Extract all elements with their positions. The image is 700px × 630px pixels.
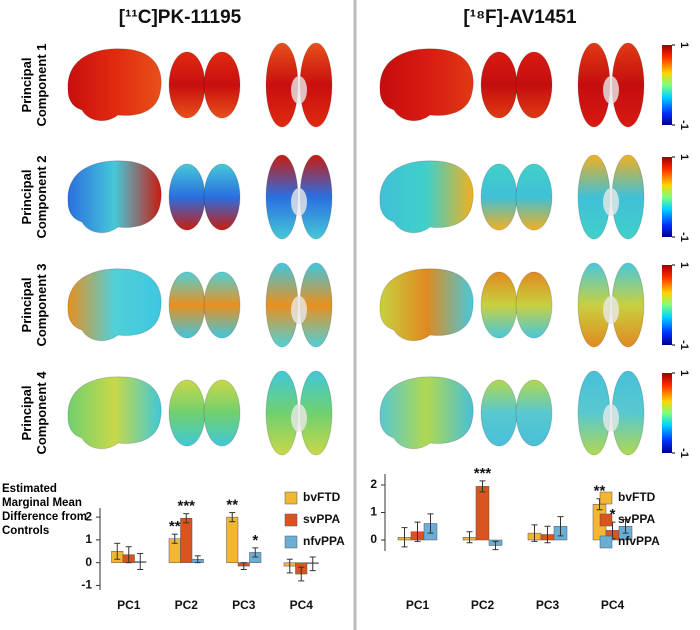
significance: *** [177, 498, 195, 515]
row-label: Principal Component 4 [19, 371, 49, 455]
brain-midline [291, 404, 307, 432]
panel-title: [¹¹C]PK-11195 [119, 7, 242, 28]
colorbar [662, 157, 672, 237]
colorbar-tick-label: 1 [678, 154, 690, 160]
significance: * [610, 506, 616, 523]
row-label: Principal Component 3 [19, 263, 49, 347]
y-tick-label: 0 [85, 555, 92, 569]
brain-lateral [67, 160, 162, 234]
row-label: Principal Component 1 [19, 43, 49, 127]
brain-lateral [379, 268, 474, 342]
legend-label: svPPA [618, 512, 655, 526]
brain-midline [603, 76, 619, 104]
brain-lateral [379, 48, 474, 122]
colorbar [662, 45, 672, 125]
brain-front-left [168, 163, 206, 231]
legend-swatch [599, 491, 613, 505]
y-tick-label: 1 [85, 532, 92, 546]
x-tick-label: PC3 [232, 598, 256, 612]
colorbar [662, 265, 672, 345]
legend-label: nfvPPA [618, 534, 660, 548]
significance: ** [169, 518, 181, 535]
x-tick-label: PC1 [406, 598, 430, 612]
colorbar-tick-label: 1 [678, 370, 690, 376]
legend-swatch [284, 513, 298, 527]
x-tick-label: PC4 [601, 598, 625, 612]
significance: *** [474, 465, 492, 482]
colorbar-tick-label: -1 [678, 448, 690, 458]
brain-midline [291, 76, 307, 104]
y-tick-label: 0 [370, 532, 377, 546]
x-tick-label: PC2 [175, 598, 199, 612]
brain-lateral [379, 160, 474, 234]
x-tick-label: PC2 [471, 598, 495, 612]
y-tick-label: -1 [81, 578, 92, 592]
y-tick-label: 1 [370, 505, 377, 519]
brain-front-right [203, 379, 241, 447]
colorbar [662, 373, 672, 453]
brain-midline [603, 188, 619, 216]
brain-midline [603, 296, 619, 324]
brain-front-left [480, 379, 518, 447]
significance: ** [226, 497, 238, 514]
bar [475, 486, 490, 541]
legend-label: bvFTD [303, 490, 341, 504]
legend-label: nfvPPA [303, 534, 345, 548]
colorbar-tick-label: -1 [678, 120, 690, 130]
legend-swatch [599, 535, 613, 549]
bar [180, 518, 193, 563]
bar [226, 516, 239, 563]
colorbar-tick-label: -1 [678, 340, 690, 350]
brain-front-right [203, 271, 241, 339]
x-tick-label: PC3 [536, 598, 560, 612]
brain-front-left [480, 163, 518, 231]
brain-lateral [67, 376, 162, 450]
brain-front-right [515, 51, 553, 119]
legend-label: bvFTD [618, 490, 656, 504]
brain-front-right [515, 163, 553, 231]
brain-front-right [515, 379, 553, 447]
brain-lateral [379, 376, 474, 450]
legend-swatch [599, 513, 613, 527]
brain-front-left [168, 271, 206, 339]
brain-front-left [480, 51, 518, 119]
brain-midline [291, 296, 307, 324]
brain-front-right [203, 51, 241, 119]
brain-front-left [168, 51, 206, 119]
brain-front-left [168, 379, 206, 447]
brain-lateral [67, 48, 162, 122]
y-tick-label: 2 [370, 477, 377, 491]
colorbar-tick-label: -1 [678, 232, 690, 242]
significance: ** [594, 483, 606, 500]
x-tick-label: PC4 [290, 598, 314, 612]
brain-front-right [203, 163, 241, 231]
y-tick-label: 2 [85, 509, 92, 523]
brain-front-left [480, 271, 518, 339]
brain-midline [291, 188, 307, 216]
row-label: Principal Component 2 [19, 155, 49, 239]
panel-title: [¹⁸F]-AV1451 [463, 7, 577, 28]
significance: * [252, 532, 258, 549]
brain-front-right [515, 271, 553, 339]
colorbar-tick-label: 1 [678, 42, 690, 48]
brain-lateral [67, 268, 162, 342]
legend-swatch [284, 535, 298, 549]
x-tick-label: PC1 [117, 598, 141, 612]
y-axis-label: Estimated Marginal Mean Difference from … [2, 483, 87, 537]
colorbar-tick-label: 1 [678, 262, 690, 268]
legend-label: svPPA [303, 512, 340, 526]
brain-midline [603, 404, 619, 432]
legend-swatch [284, 491, 298, 505]
